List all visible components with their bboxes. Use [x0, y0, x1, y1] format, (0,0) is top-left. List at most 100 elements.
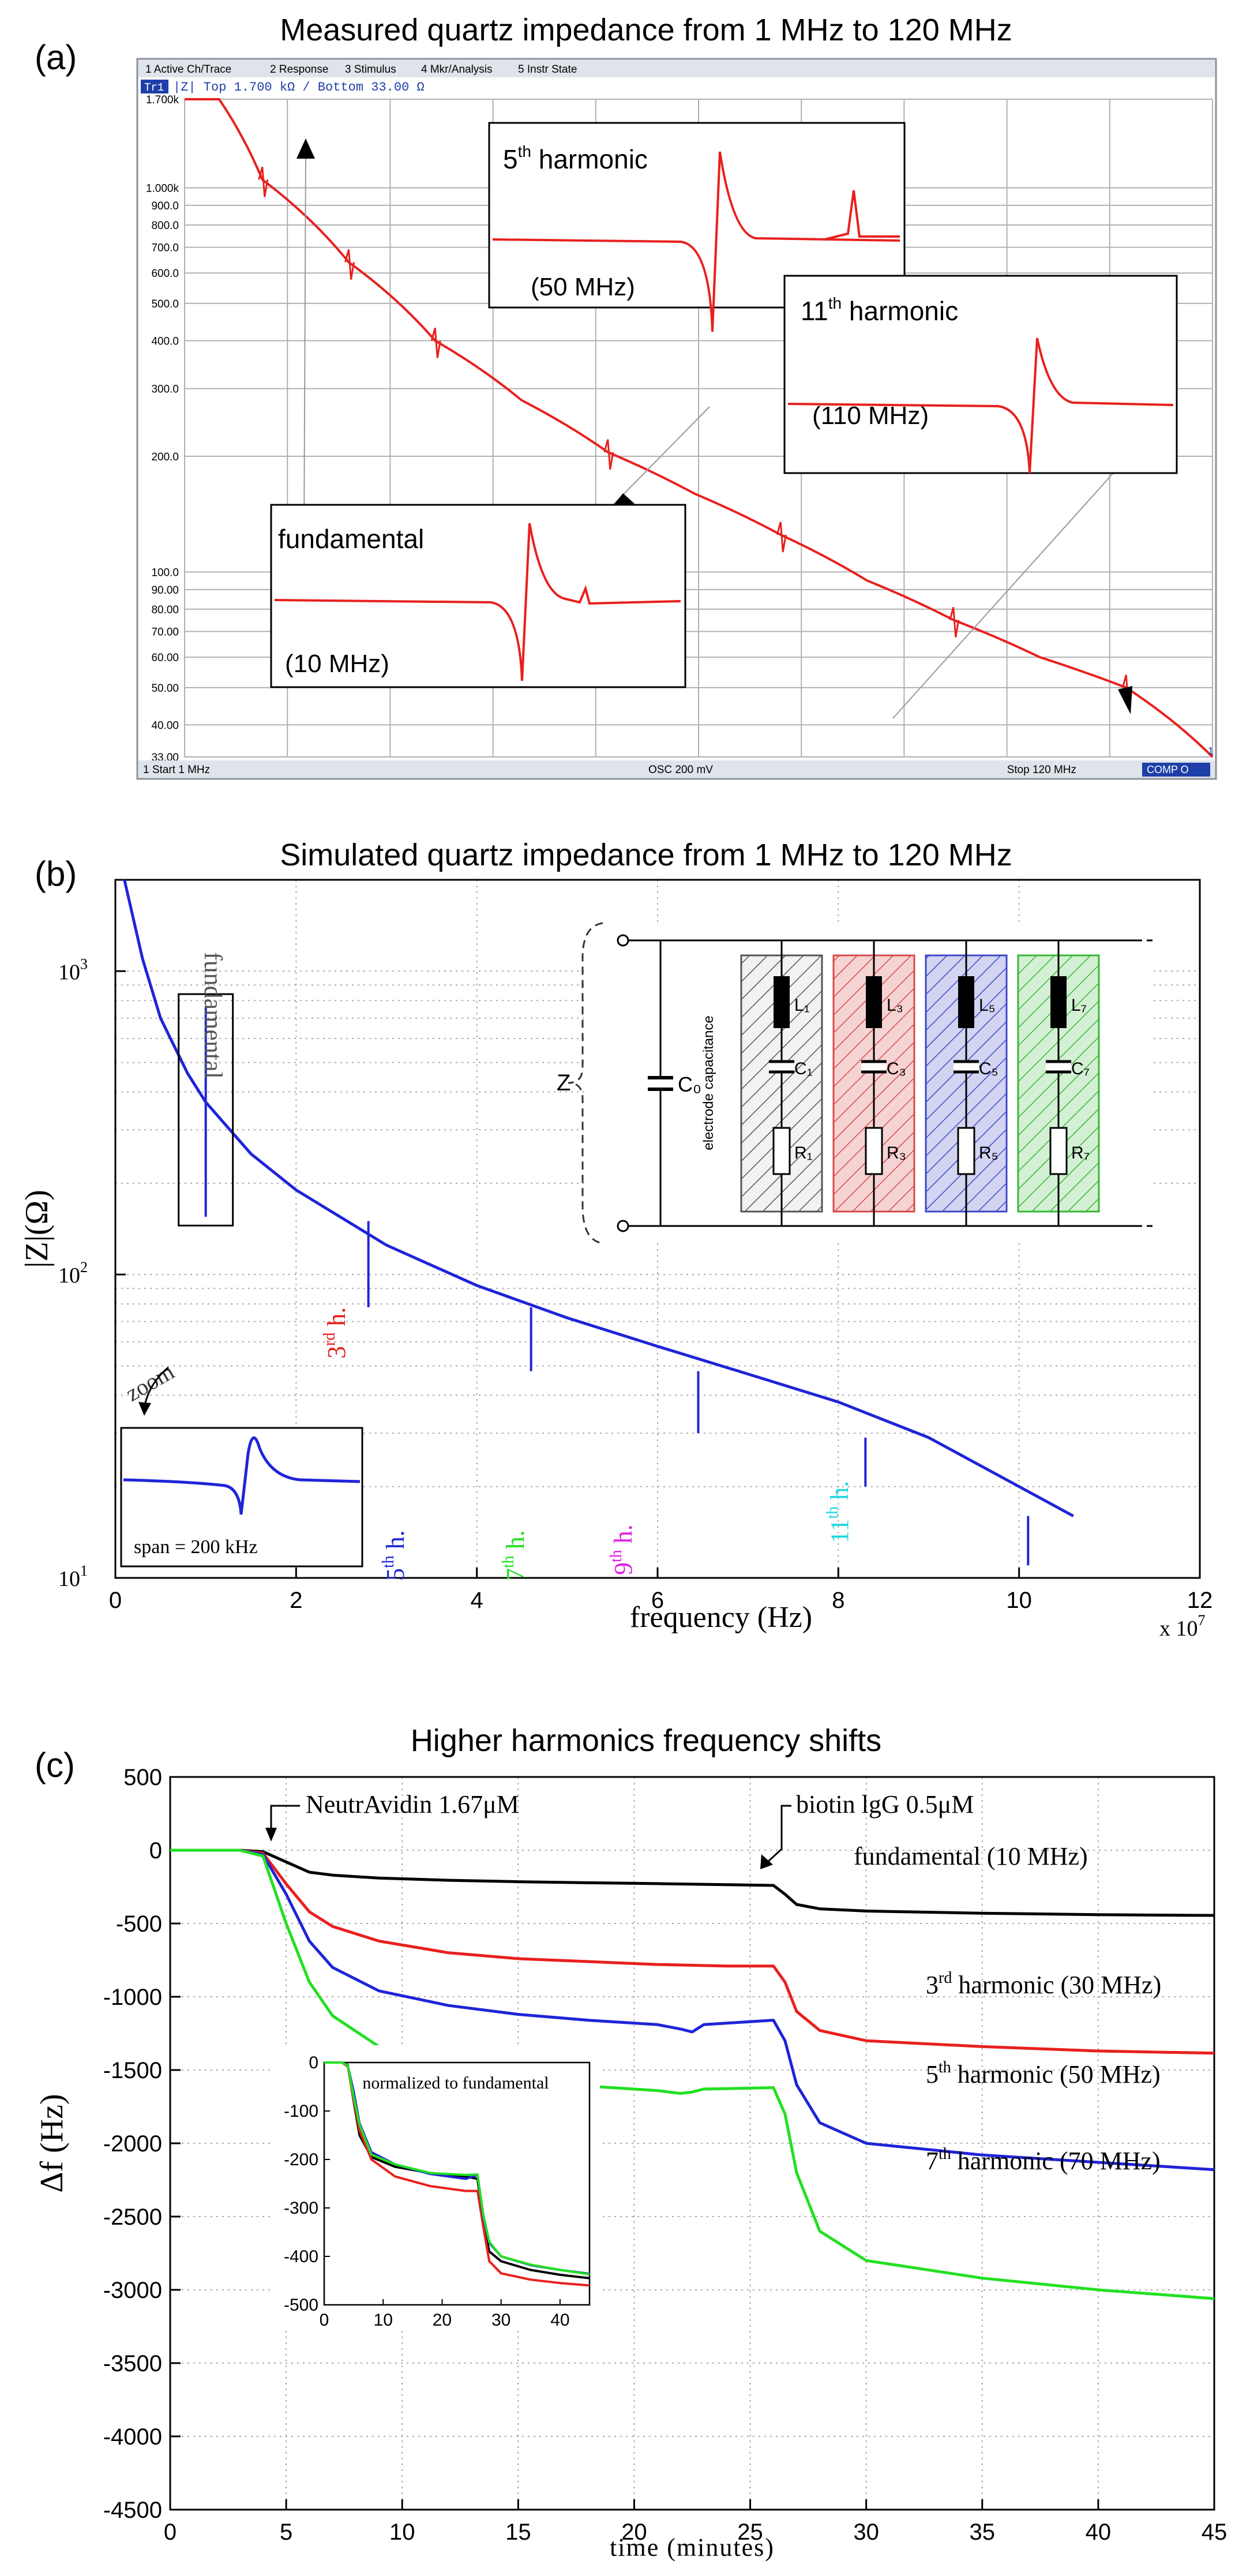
c-series-line	[170, 1848, 1215, 2300]
b-x-tick-label: 0	[109, 1588, 122, 1613]
c-y-tick-label: -3000	[103, 2278, 162, 2303]
panel-b: (b) Simulated quartz impedance from 1 MH…	[0, 825, 1235, 1713]
inset-5th-label: 5th harmonic	[503, 143, 648, 174]
simulated-impedance-chart: (b) Simulated quartz impedance from 1 MH…	[19, 838, 1213, 1641]
inset-11th-trace	[787, 338, 1174, 474]
inset-fundamental-freq: (10 MHz)	[285, 650, 389, 678]
b-x-label: frequency (Hz)	[630, 1601, 812, 1634]
panel-c: (c) Higher harmonics frequency shifts 0 5…	[0, 1713, 1235, 2576]
chart-title-c: Higher harmonics frequency shifts	[411, 1723, 881, 1758]
electrode-capacitance-label: electrode capacitance	[701, 1015, 716, 1150]
a-y-tick-label: 90.00	[151, 584, 179, 597]
menu-item-response[interactable]: 2 Response	[270, 63, 328, 76]
chart-title-a: Measured quartz impedance from 1 MHz to …	[280, 13, 1012, 47]
c-y-tick-label: -3500	[103, 2351, 162, 2376]
a-y-tick-label: 600.0	[151, 268, 179, 280]
inset-x-tick-label: 10	[374, 2311, 393, 2330]
label-11th-harmonic: 11th h.	[824, 1481, 854, 1543]
a-y-tick-label: 400.0	[151, 335, 179, 347]
menu-item-stimulus[interactable]: 3 Stimulus	[345, 63, 396, 76]
label-5th-harmonic: 5th h.	[380, 1530, 410, 1581]
inset-y-tick-label: -100	[284, 2102, 318, 2121]
resistor-icon	[957, 1127, 975, 1175]
menu-item-active-ch[interactable]: 1 Active Ch/Trace	[145, 63, 231, 76]
equivalent-circuit: Z C₀ electrode capacitance L₁C₁R₁L₃C₃R₃L…	[557, 922, 1154, 1244]
status-badge: COMP O	[1147, 764, 1189, 775]
inset-y-tick-label: -400	[284, 2247, 318, 2266]
a-y-tick-label: 900.0	[151, 200, 179, 212]
menu-item-instr-state[interactable]: 5 Instr State	[518, 63, 577, 76]
measured-impedance-chart: (a) Measured quartz impedance from 1 MHz…	[35, 13, 1217, 780]
neutravidin-arrow-line	[270, 1805, 300, 1832]
vna-y-tick-labels: 1.700k 1.000k 900.0 800.0 700.0 600.0 500.0 400…	[146, 94, 179, 764]
b-ticks: 0 2 4 6 8 10 12 101 102 103	[58, 955, 1213, 1613]
c-x-tick-label: 40	[1086, 2519, 1112, 2545]
c-y-label: Δf (Hz)	[34, 2094, 70, 2192]
series-label-7th: 7th harmonic (70 MHz)	[926, 2145, 1161, 2175]
c-series-line	[170, 1848, 1215, 2055]
b-x-tick-label: 4	[471, 1588, 483, 1613]
inset-5th-freq: (50 MHz)	[531, 273, 635, 301]
b-impedance-curve	[123, 879, 1074, 1517]
a-y-tick-label: 200.0	[151, 451, 179, 463]
inset-axes-frame	[323, 2061, 591, 2306]
zoom-arrow-icon	[138, 1402, 151, 1416]
series-label-fundamental: fundamental (10 MHz)	[854, 1842, 1088, 1870]
resonance-spikes	[258, 166, 1132, 706]
inset-x-tick-label: 20	[433, 2311, 452, 2330]
c-y-tick-label: 500	[123, 1765, 162, 1790]
chart-title-b: Simulated quartz impedance from 1 MHz to…	[280, 838, 1012, 872]
vna-menu-bar	[138, 60, 1215, 77]
inductor-label: L₃	[887, 996, 903, 1015]
inset-series-lines	[324, 2061, 590, 2287]
c-y-tick-label: -1000	[103, 1985, 162, 2010]
b-x-tick-label: 2	[290, 1588, 302, 1613]
c-y-tick-label: -2500	[103, 2204, 162, 2230]
b-y-tick-label: 103	[58, 955, 88, 984]
c-y-tick-label: -1500	[103, 2058, 162, 2083]
c-y-tick-label: -4000	[103, 2424, 162, 2450]
panel-label-b: (b)	[35, 854, 77, 893]
arrow-11th-icon	[1118, 686, 1132, 714]
inset-x-tick-label: 40	[550, 2311, 569, 2330]
inset-y-tick-label: -500	[284, 2296, 318, 2315]
resistor-icon	[772, 1127, 791, 1175]
c-y-tick-label: -4500	[103, 2498, 162, 2523]
trace-end-marker: 1	[1208, 745, 1214, 757]
arrow-fundamental-icon	[296, 138, 315, 159]
series-label-5th: 5th harmonic (50 MHz)	[926, 2058, 1161, 2088]
menu-item-mkr-analysis[interactable]: 4 Mkr/Analysis	[421, 63, 493, 76]
resistor-label: R₃	[887, 1143, 906, 1163]
frequency-shift-chart: (c) Higher harmonics frequency shifts 0 5…	[34, 1723, 1228, 2562]
b-x-multiplier: x 107	[1159, 1612, 1206, 1641]
a-y-tick-label: 50.00	[151, 683, 179, 695]
resistor-label: R₅	[979, 1143, 998, 1163]
trace-tag-box[interactable]	[141, 80, 168, 93]
impedance-trace	[185, 98, 1214, 758]
inset-x-tick-label: 30	[491, 2311, 510, 2330]
inductor-label: L₅	[979, 996, 996, 1015]
c-y-tick-label: 0	[149, 1838, 162, 1863]
normalized-inset: 0 10 20 30 40 0 -100 -200 -300 -400 -500 normalize…	[271, 2045, 600, 2330]
inset-y-tick-label: -300	[284, 2199, 318, 2218]
status-badge-box[interactable]	[1142, 763, 1210, 777]
c0-label: C₀	[678, 1073, 701, 1096]
status-osc: OSC 200 mV	[648, 764, 713, 776]
panel-label-c: (c)	[35, 1746, 75, 1784]
trace-info: |Z| Top 1.700 kΩ / Bottom 33.00 Ω	[173, 80, 425, 95]
fundamental-label: fundamental	[199, 952, 227, 1079]
c-x-tick-label: 25	[737, 2519, 763, 2545]
vna-menu: 1 Active Ch/Trace 2 Response 3 Stimulus …	[145, 63, 577, 76]
series-label-3rd: 3rd harmonic (30 MHz)	[926, 1969, 1161, 1999]
a-y-tick-label: 700.0	[151, 242, 179, 254]
b-x-tick-label: 10	[1006, 1588, 1032, 1613]
resistor-label: R₁	[794, 1143, 813, 1163]
c-x-tick-label: 15	[505, 2519, 531, 2545]
c-x-tick-label: 10	[389, 2519, 415, 2545]
capacitor-label: C₃	[887, 1059, 906, 1078]
c-x-tick-label: 0	[164, 2519, 177, 2545]
inset-y-tick-label: -200	[284, 2150, 318, 2169]
c-ticks: 0 5 10 15 20 25 30 35 40 455000-500-1000-1500-200…	[103, 1765, 1228, 2545]
neutravidin-arrow-icon	[265, 1828, 277, 1842]
b-y-tick-label: 102	[58, 1259, 88, 1288]
